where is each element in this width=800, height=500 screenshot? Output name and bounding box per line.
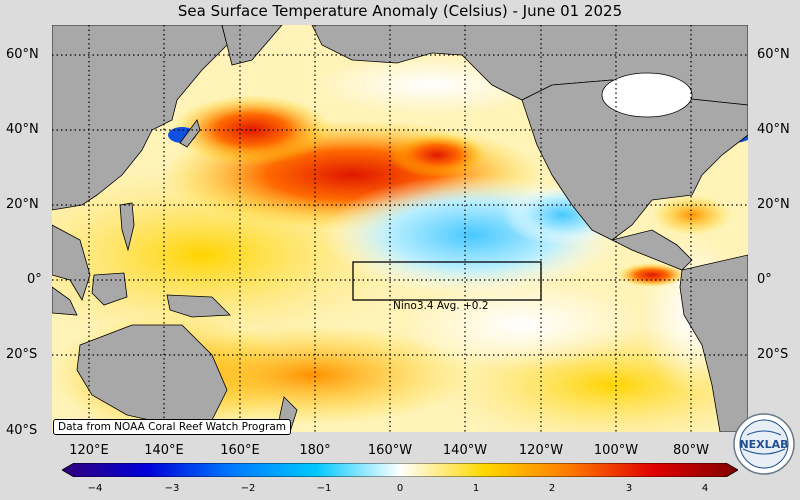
data-credit: Data from NOAA Coral Reef Watch Program bbox=[53, 419, 291, 435]
map-title: Sea Surface Temperature Anomaly (Celsius… bbox=[177, 2, 623, 20]
nexlab-logo: NEXLAB bbox=[733, 413, 795, 475]
japan-land bbox=[179, 119, 201, 148]
colorbar-tick: −1 bbox=[316, 483, 332, 494]
south-midlat-warm bbox=[152, 325, 472, 425]
lat-label-40n-right: 40°N bbox=[757, 122, 790, 137]
south-america-land bbox=[679, 254, 748, 432]
lon-label-180: 180° bbox=[299, 443, 331, 458]
colorbar-tick: −4 bbox=[87, 483, 103, 494]
borneo-land bbox=[91, 272, 128, 306]
caribbean-warm bbox=[652, 195, 732, 235]
lat-label-60n-left: 60°N bbox=[6, 47, 39, 62]
lat-label-40n-left: 40°N bbox=[6, 122, 39, 137]
colorbar-tick: −2 bbox=[240, 483, 256, 494]
nino34-average-label: Nino3.4 Avg. +0.2 bbox=[393, 300, 489, 312]
colorbar-tick: 3 bbox=[625, 483, 633, 494]
lon-label-160w: 160°W bbox=[367, 443, 413, 458]
lon-label-160e: 160°E bbox=[220, 443, 260, 458]
colorbar-gradient bbox=[62, 463, 738, 477]
new-guinea-land bbox=[166, 294, 231, 318]
lon-label-80w: 80°W bbox=[673, 443, 709, 458]
lat-label-eq-left: 0° bbox=[27, 272, 42, 287]
eastern-equatorial-warm bbox=[617, 263, 687, 287]
sumatra-land bbox=[52, 286, 78, 316]
lon-label-140w: 140°W bbox=[442, 443, 488, 458]
lat-label-60n-right: 60°N bbox=[757, 47, 790, 62]
lat-label-20s-left: 20°S bbox=[6, 347, 38, 362]
colorbar-tick: −3 bbox=[164, 483, 180, 494]
lon-label-120e: 120°E bbox=[69, 443, 109, 458]
sst-anomaly-map bbox=[52, 25, 748, 432]
lat-label-20n-right: 20°N bbox=[757, 197, 790, 212]
lon-label-120w: 120°W bbox=[518, 443, 564, 458]
central-north-hotspot bbox=[387, 133, 487, 177]
graticule bbox=[52, 25, 748, 432]
lon-label-140e: 140°E bbox=[144, 443, 184, 458]
logo-text: NEXLAB bbox=[739, 438, 788, 451]
land-masses bbox=[52, 25, 748, 432]
central-america-land bbox=[610, 229, 693, 271]
colorbar-tick: 0 bbox=[396, 483, 404, 494]
lat-label-20s-right: 20°S bbox=[757, 347, 789, 362]
hudson-bay bbox=[601, 72, 693, 118]
equatorial-neutral bbox=[402, 280, 642, 370]
map-canvas bbox=[52, 25, 748, 432]
colorbar-tick: 1 bbox=[472, 483, 480, 494]
nino34-region-box bbox=[352, 261, 542, 301]
lat-label-eq-right: 0° bbox=[757, 272, 772, 287]
kuroshio-hotspot bbox=[172, 95, 332, 165]
lon-label-100w: 100°W bbox=[593, 443, 639, 458]
colorbar bbox=[62, 463, 738, 477]
lat-label-20n-left: 20°N bbox=[6, 197, 39, 212]
colorbar-tick: 4 bbox=[701, 483, 709, 494]
colorbar-tick: 2 bbox=[548, 483, 556, 494]
lat-label-40s-left: 40°S bbox=[6, 423, 38, 438]
indochina-land bbox=[52, 224, 91, 301]
philippines-land bbox=[119, 202, 135, 252]
